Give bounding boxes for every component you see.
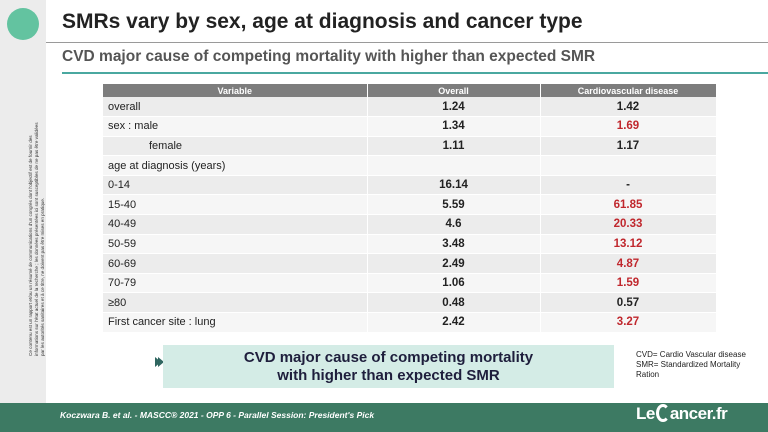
header-overall: Overall (367, 84, 541, 97)
cvd-value: 0.57 (540, 292, 717, 314)
overall-value: 1.34 (367, 116, 541, 137)
overall-value: 1.24 (367, 97, 541, 118)
callout-line-1: CVD major cause of competing mortality (243, 349, 534, 366)
overall-value: 4.6 (367, 214, 541, 235)
cvd-value: 1.69 (540, 116, 717, 137)
header-cvd: Cardiovascular disease (540, 84, 717, 97)
row-label: 60-69 (103, 253, 368, 274)
cvd-value: 3.27 (540, 312, 717, 333)
table-row: 15-40 5.59 61.85 (103, 194, 717, 216)
table-row: ≥80 0.48 0.57 (103, 292, 717, 314)
table-header-row: Variable Overall Cardiovascular disease (103, 84, 717, 97)
abbreviation-legend: CVD= Cardio Vascular disease SMR= Standa… (636, 350, 766, 380)
legend-smr: SMR= Standardized Mortality (636, 360, 741, 369)
row-label: age at diagnosis (years) (103, 155, 368, 176)
table-row: 70-79 1.06 1.59 (103, 273, 717, 294)
row-label: 15-40 (103, 194, 368, 216)
row-label: First cancer site : lung (103, 312, 368, 333)
cvd-value (540, 155, 717, 176)
accent-circle (7, 8, 39, 40)
title-divider (46, 42, 768, 43)
slide-subtitle: CVD major cause of competing mortality w… (62, 48, 596, 65)
footer-bar (0, 403, 768, 432)
overall-value: 2.49 (367, 253, 541, 274)
table-row: 40-49 4.6 20.33 (103, 214, 717, 235)
row-label: 40-49 (103, 214, 368, 235)
row-label: female (103, 136, 368, 157)
key-message-callout: CVD major cause of competing mortality w… (163, 345, 614, 388)
logo-text-left: Le (636, 404, 655, 423)
chevron-right-icon (158, 357, 164, 367)
legend-smr-cont: Ration (636, 370, 660, 379)
overall-value: 2.42 (367, 312, 541, 333)
lecancer-logo[interactable]: Le ancer.fr (636, 404, 728, 430)
table-row: First cancer site : lung 2.42 3.27 (103, 312, 717, 333)
smr-table: Variable Overall Cardiovascular disease … (103, 84, 717, 333)
disclaimer-vertical: Ce contenu est un rapport et/ou un résum… (28, 118, 46, 356)
row-label: 50-59 (103, 234, 368, 255)
legend-cvd: CVD= Cardio Vascular disease (636, 350, 746, 359)
logo-text-right: ancer.fr (669, 404, 728, 423)
overall-value: 5.59 (367, 194, 541, 216)
overall-value: 16.14 (367, 175, 541, 196)
cvd-value: 13.12 (540, 234, 717, 255)
overall-value (367, 155, 541, 176)
cvd-value: 1.59 (540, 273, 717, 294)
row-label: 0-14 (103, 175, 368, 196)
table-row: sex : male 1.34 1.69 (103, 116, 717, 137)
callout-line-2: with higher than expected SMR (277, 367, 500, 384)
cvd-value: 1.42 (540, 97, 717, 118)
disclaimer-text: Ce contenu est un rapport et/ou un résum… (28, 122, 45, 356)
cvd-value: 4.87 (540, 253, 717, 274)
slide-title: SMRs vary by sex, age at diagnosis and c… (62, 10, 583, 33)
cvd-value: 20.33 (540, 214, 717, 235)
logo-c-icon (655, 404, 670, 422)
row-label: ≥80 (103, 292, 368, 314)
overall-value: 1.11 (367, 136, 541, 157)
cvd-value: 1.17 (540, 136, 717, 157)
table-row: overall 1.24 1.42 (103, 97, 717, 118)
table-row: female 1.11 1.17 (103, 136, 717, 157)
table-row: 50-59 3.48 13.12 (103, 234, 717, 255)
cvd-value: 61.85 (540, 194, 717, 216)
cvd-value: - (540, 175, 717, 196)
left-band (0, 0, 46, 432)
table-row: 60-69 2.49 4.87 (103, 253, 717, 274)
overall-value: 3.48 (367, 234, 541, 255)
footer-citation: Koczwara B. et al. - MASCC® 2021 - OPP 6… (60, 410, 375, 420)
row-label: 70-79 (103, 273, 368, 294)
row-label: sex : male (103, 116, 368, 137)
header-variable: Variable (103, 84, 368, 97)
table-row: age at diagnosis (years) (103, 155, 717, 176)
overall-value: 0.48 (367, 292, 541, 314)
subtitle-divider (62, 72, 768, 74)
table-row: 0-14 16.14 - (103, 175, 717, 196)
row-label: overall (103, 97, 368, 118)
overall-value: 1.06 (367, 273, 541, 294)
